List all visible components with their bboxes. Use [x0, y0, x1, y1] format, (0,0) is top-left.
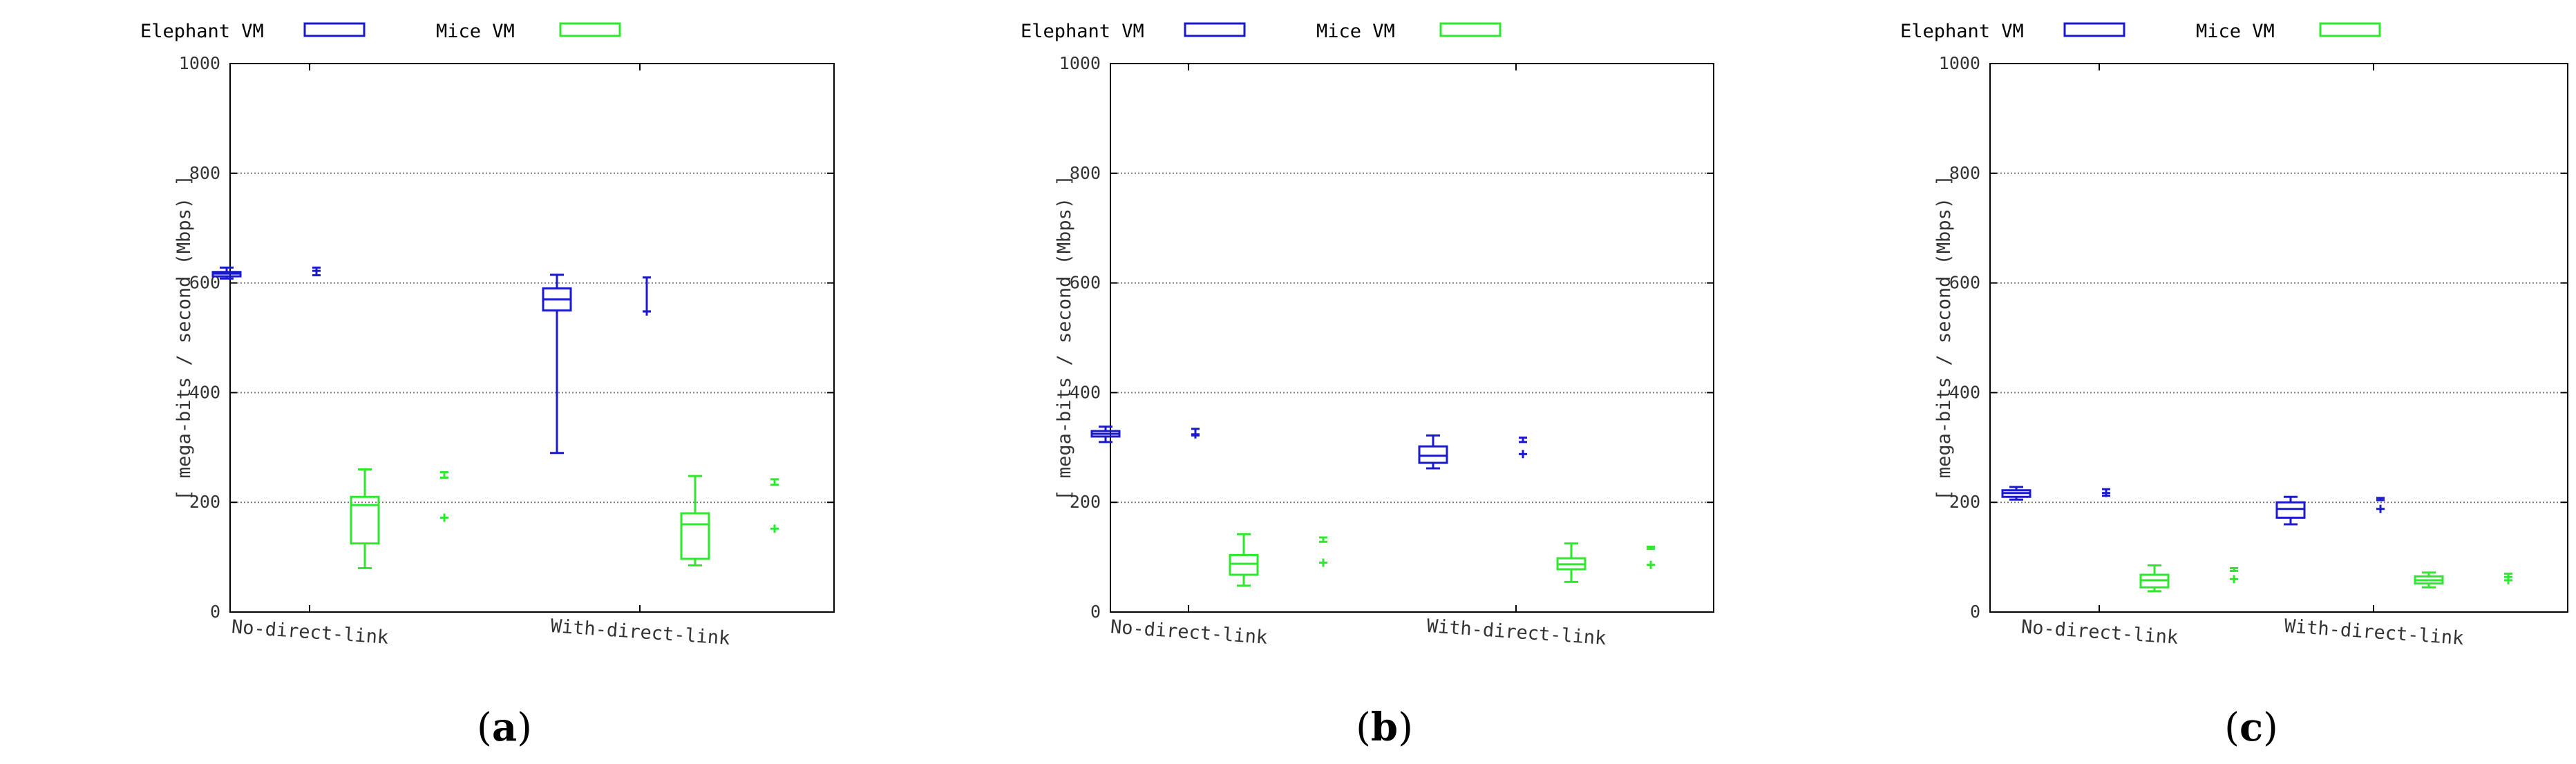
legend-swatch-mice: [2319, 22, 2381, 37]
elephant-box-1: [1090, 426, 1200, 443]
y-axis-label: [ mega-bits / second (Mbps) ]: [1933, 175, 1955, 500]
chart-panel-2: 0 200 400 600 800 1000 [ mega-bits / second (M…: [1021, 21, 1714, 750]
legend: Elephant VM Mice VM: [1900, 21, 2381, 42]
legend-label-mice: Mice VM: [1316, 21, 1395, 42]
panel-label: (b): [1356, 705, 1413, 750]
legend-label-elephant: Elephant VM: [1021, 21, 1144, 42]
plot-frame: [1110, 63, 1714, 613]
mice-box-2: [680, 475, 779, 567]
elephant-box-1: [211, 266, 321, 280]
category-label: No-direct-link: [2020, 616, 2179, 649]
box-iqr: [1418, 445, 1448, 464]
y-tick-label: 1000: [1059, 53, 1101, 73]
legend-label-mice: Mice VM: [436, 21, 515, 42]
legend-swatch-mice: [559, 22, 621, 37]
panel-label: (c): [2224, 705, 2278, 750]
mice-box-2: [1556, 542, 1655, 583]
legend-label-elephant: Elephant VM: [1900, 21, 2024, 42]
box-iqr: [2275, 501, 2306, 519]
category-label: With-direct-link: [550, 615, 731, 649]
y-tick-label: 600: [1949, 273, 1980, 293]
legend-swatch-elephant: [303, 22, 366, 37]
category-label: No-direct-link: [1110, 616, 1268, 649]
mice-box-1: [350, 468, 448, 569]
box-iqr: [350, 495, 380, 545]
panel-label: (a): [477, 705, 532, 750]
elephant-box-2: [2275, 495, 2385, 526]
legend-swatch-elephant: [1184, 22, 1246, 37]
y-tick-label: 600: [1070, 273, 1101, 293]
category-label: No-direct-link: [231, 616, 389, 649]
box-iqr: [1229, 553, 1259, 576]
y-tick-label: 0: [210, 602, 220, 622]
elephant-box-2: [542, 274, 651, 455]
legend-swatch-mice: [1439, 22, 1502, 37]
y-tick-label: 400: [1070, 382, 1101, 402]
elephant-box-2: [1418, 434, 1527, 470]
chart-panel-3: 0 200 400 600 800 1000 [ mega-bits / second (M…: [1900, 21, 2568, 750]
y-tick-label: 800: [1949, 163, 1980, 183]
y-axis-label: [ mega-bits / second (Mbps) ]: [173, 175, 195, 500]
y-tick-label: 400: [1949, 382, 1980, 402]
y-tick-label: 0: [1970, 602, 1980, 622]
y-tick-label: 200: [1070, 492, 1101, 512]
y-tick-label: 200: [1949, 492, 1980, 512]
legend: Elephant VM Mice VM: [1021, 21, 1502, 42]
y-tick-label: 1000: [179, 53, 220, 73]
y-tick-label: 200: [189, 492, 220, 512]
y-axis-label: [ mega-bits / second (Mbps) ]: [1054, 175, 1075, 500]
y-tick-label: 0: [1090, 602, 1101, 622]
y-tick-label: 800: [1070, 163, 1101, 183]
y-tick-label: 1000: [1939, 53, 1980, 73]
legend-swatch-elephant: [2063, 22, 2125, 37]
legend-label-elephant: Elephant VM: [140, 21, 264, 42]
mice-box-1: [2139, 564, 2238, 593]
mice-box-2: [2414, 571, 2512, 589]
y-tick-label: 800: [189, 163, 220, 183]
y-tick-label: 400: [189, 382, 220, 402]
box-iqr: [680, 512, 710, 560]
mice-box-1: [1229, 533, 1327, 587]
category-label: With-direct-link: [1426, 615, 1607, 649]
category-label: With-direct-link: [2284, 615, 2465, 649]
legend-label-mice: Mice VM: [2196, 21, 2275, 42]
elephant-box-1: [2001, 486, 2110, 501]
legend: Elephant VM Mice VM: [140, 21, 621, 42]
plot-frame: [229, 63, 835, 613]
plot-frame: [1989, 63, 2568, 613]
